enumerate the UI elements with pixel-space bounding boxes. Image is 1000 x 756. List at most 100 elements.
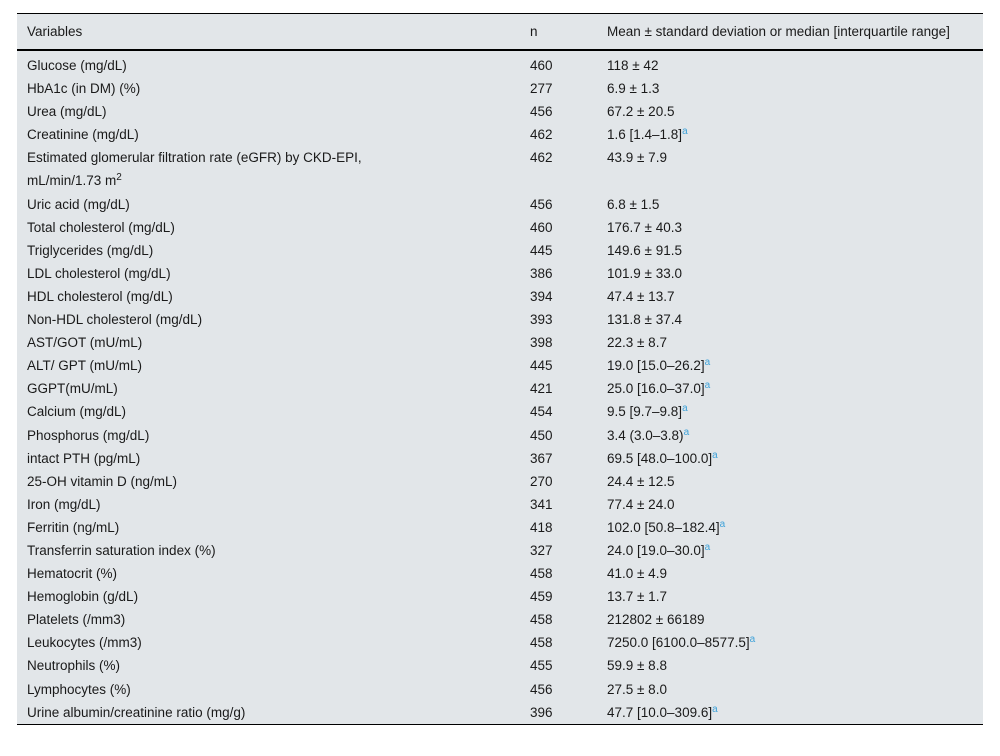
n-cell: 445 (530, 242, 553, 258)
value-cell: 77.4 ± 24.0 (607, 496, 675, 512)
table-row: Lymphocytes (%) 456 27.5 ± 8.0 (17, 678, 983, 701)
n-cell: 386 (530, 265, 553, 281)
table-row: Urea (mg/dL) 456 67.2 ± 20.5 (17, 100, 983, 123)
variable-cell: AST/GOT (mU/mL) (27, 335, 143, 351)
variable-cell: Glucose (mg/dL) (27, 58, 127, 73)
variable-cell: intact PTH (pg/mL) (27, 450, 141, 466)
variable-cell: Non-HDL cholesterol (mg/dL) (27, 312, 203, 328)
variable-cell: Iron (mg/dL) (27, 496, 101, 512)
value-cell: 176.7 ± 40.3 (607, 219, 682, 235)
lab-values-table-container: Variables n Mean ± standard deviation or… (17, 13, 983, 725)
variable-cell: Urea (mg/dL) (27, 104, 107, 120)
value-cell: 27.5 ± 8.0 (607, 681, 667, 697)
value-cell: 19.0 [15.0–26.2]a (607, 357, 711, 374)
variable-cell: Uric acid (mg/dL) (27, 196, 130, 212)
value-cell: 43.9 ± 7.9 (607, 150, 667, 166)
n-cell: 277 (530, 81, 553, 97)
footnote-marker: a (683, 426, 690, 438)
n-cell: 462 (530, 150, 553, 166)
table-row: AST/GOT (mU/mL) 398 22.3 ± 8.7 (17, 331, 983, 354)
footnote-marker: a (712, 449, 718, 461)
variable-cell: Transferrin saturation index (%) (27, 542, 216, 558)
variable-cell: Ferritin (ng/mL) (27, 519, 120, 535)
table-row: Neutrophils (%) 455 59.9 ± 8.8 (17, 654, 983, 677)
value-cell: 24.0 [19.0–30.0]a (607, 541, 711, 558)
value-cell: 6.9 ± 1.3 (607, 81, 660, 97)
table-row: Ferritin (ng/mL) 418 102.0 [50.8–182.4]a (17, 516, 983, 539)
variable-cell: Triglycerides (mg/dL) (27, 242, 154, 258)
header-n: n (530, 13, 607, 51)
footnote-marker: a (704, 541, 711, 553)
table-row: Creatinine (mg/dL) 462 1.6 [1.4–1.8]a (17, 123, 983, 146)
value-cell: 22.3 ± 8.7 (607, 335, 667, 351)
n-cell: 398 (530, 335, 553, 351)
value-cell: 47.7 [10.0–309.6]a (607, 703, 718, 720)
table-row: Estimated glomerular filtration rate (eG… (17, 146, 983, 192)
value-cell: 149.6 ± 91.5 (607, 242, 682, 258)
table-row: Hematocrit (%) 458 41.0 ± 4.9 (17, 562, 983, 585)
unit-exponent: 2 (116, 172, 122, 184)
value-cell: 131.8 ± 37.4 (607, 312, 682, 328)
value-cell: 6.8 ± 1.5 (607, 196, 660, 212)
n-cell: 418 (530, 519, 553, 535)
header-row: Variables n Mean ± standard deviation or… (17, 13, 983, 51)
n-cell: 393 (530, 312, 553, 328)
value-cell: 101.9 ± 33.0 (607, 265, 682, 281)
n-cell: 456 (530, 104, 553, 120)
footnote-marker: a (712, 703, 718, 715)
variable-cell: Hematocrit (%) (27, 566, 118, 582)
value-cell: 47.4 ± 13.7 (607, 288, 675, 304)
table-row: Iron (mg/dL) 341 77.4 ± 24.0 (17, 493, 983, 516)
table-header: Variables n Mean ± standard deviation or… (17, 13, 983, 51)
table-row: Transferrin saturation index (%) 327 24.0 … (17, 539, 983, 562)
table-row: Total cholesterol (mg/dL) 460 176.7 ± 40.3 (17, 216, 983, 239)
n-cell: 460 (530, 219, 553, 235)
table-row: HbA1c (in DM) (%) 277 6.9 ± 1.3 (17, 77, 983, 100)
variable-cell: Total cholesterol (mg/dL) (27, 219, 175, 235)
variable-cell: HbA1c (in DM) (%) (27, 81, 141, 97)
table-row: Urine albumin/creatinine ratio (mg/g) 396… (17, 701, 983, 725)
variable-cell: Urine albumin/creatinine ratio (mg/g) (27, 704, 246, 720)
variable-cell: Estimated glomerular filtration rate (eG… (27, 150, 362, 189)
variable-cell: GGPT(mU/mL) (27, 381, 118, 397)
footnote-marker: a (704, 380, 711, 392)
header-variables: Variables (17, 13, 530, 51)
value-cell: 1.6 [1.4–1.8]a (607, 126, 688, 143)
n-cell: 445 (530, 358, 553, 374)
value-cell: 102.0 [50.8–182.4]a (607, 518, 726, 535)
n-cell: 450 (530, 427, 553, 443)
value-cell: 9.5 [9.7–9.8]a (607, 403, 688, 420)
table-row: Uric acid (mg/dL) 456 6.8 ± 1.5 (17, 193, 983, 216)
footnote-marker: a (682, 403, 688, 415)
variable-cell: HDL cholesterol (mg/dL) (27, 288, 173, 304)
table-row: Phosphorus (mg/dL) 450 3.4 (3.0–3.8)a (17, 424, 983, 447)
variable-cell: Creatinine (mg/dL) (27, 127, 139, 143)
n-cell: 458 (530, 635, 553, 651)
n-cell: 396 (530, 704, 553, 720)
n-cell: 341 (530, 496, 553, 512)
table-row: Leukocytes (/mm3) 458 7250.0 [6100.0–8577.… (17, 631, 983, 654)
table-body: Glucose (mg/dL) 460 118 ± 42 HbA1c (in DM) … (17, 50, 983, 724)
table-row: GGPT(mU/mL) 421 25.0 [16.0–37.0]a (17, 377, 983, 400)
table-row: Platelets (/mm3) 458 212802 ± 66189 (17, 608, 983, 631)
value-cell: 25.0 [16.0–37.0]a (607, 380, 711, 397)
table-row: intact PTH (pg/mL) 367 69.5 [48.0–100.0]a (17, 447, 983, 470)
table-row: Non-HDL cholesterol (mg/dL) 393 131.8 ± 37… (17, 308, 983, 331)
table-row: ALT/ GPT (mU/mL) 445 19.0 [15.0–26.2]a (17, 354, 983, 377)
n-cell: 458 (530, 566, 553, 582)
n-cell: 460 (530, 58, 553, 73)
value-cell: 67.2 ± 20.5 (607, 104, 675, 120)
table-row: Calcium (mg/dL) 454 9.5 [9.7–9.8]a (17, 400, 983, 423)
n-cell: 462 (530, 127, 553, 143)
variable-cell: Platelets (/mm3) (27, 612, 126, 628)
variable-cell: Leukocytes (/mm3) (27, 635, 142, 651)
footnote-marker: a (749, 634, 756, 646)
value-cell: 13.7 ± 1.7 (607, 589, 667, 605)
value-cell: 7250.0 [6100.0–8577.5]a (607, 634, 756, 651)
lab-values-table: Variables n Mean ± standard deviation or… (17, 13, 983, 725)
value-cell: 59.9 ± 8.8 (607, 658, 667, 674)
variable-cell: Neutrophils (%) (27, 658, 121, 674)
footnote-marker: a (682, 126, 688, 138)
n-cell: 455 (530, 658, 553, 674)
n-cell: 421 (530, 381, 553, 397)
